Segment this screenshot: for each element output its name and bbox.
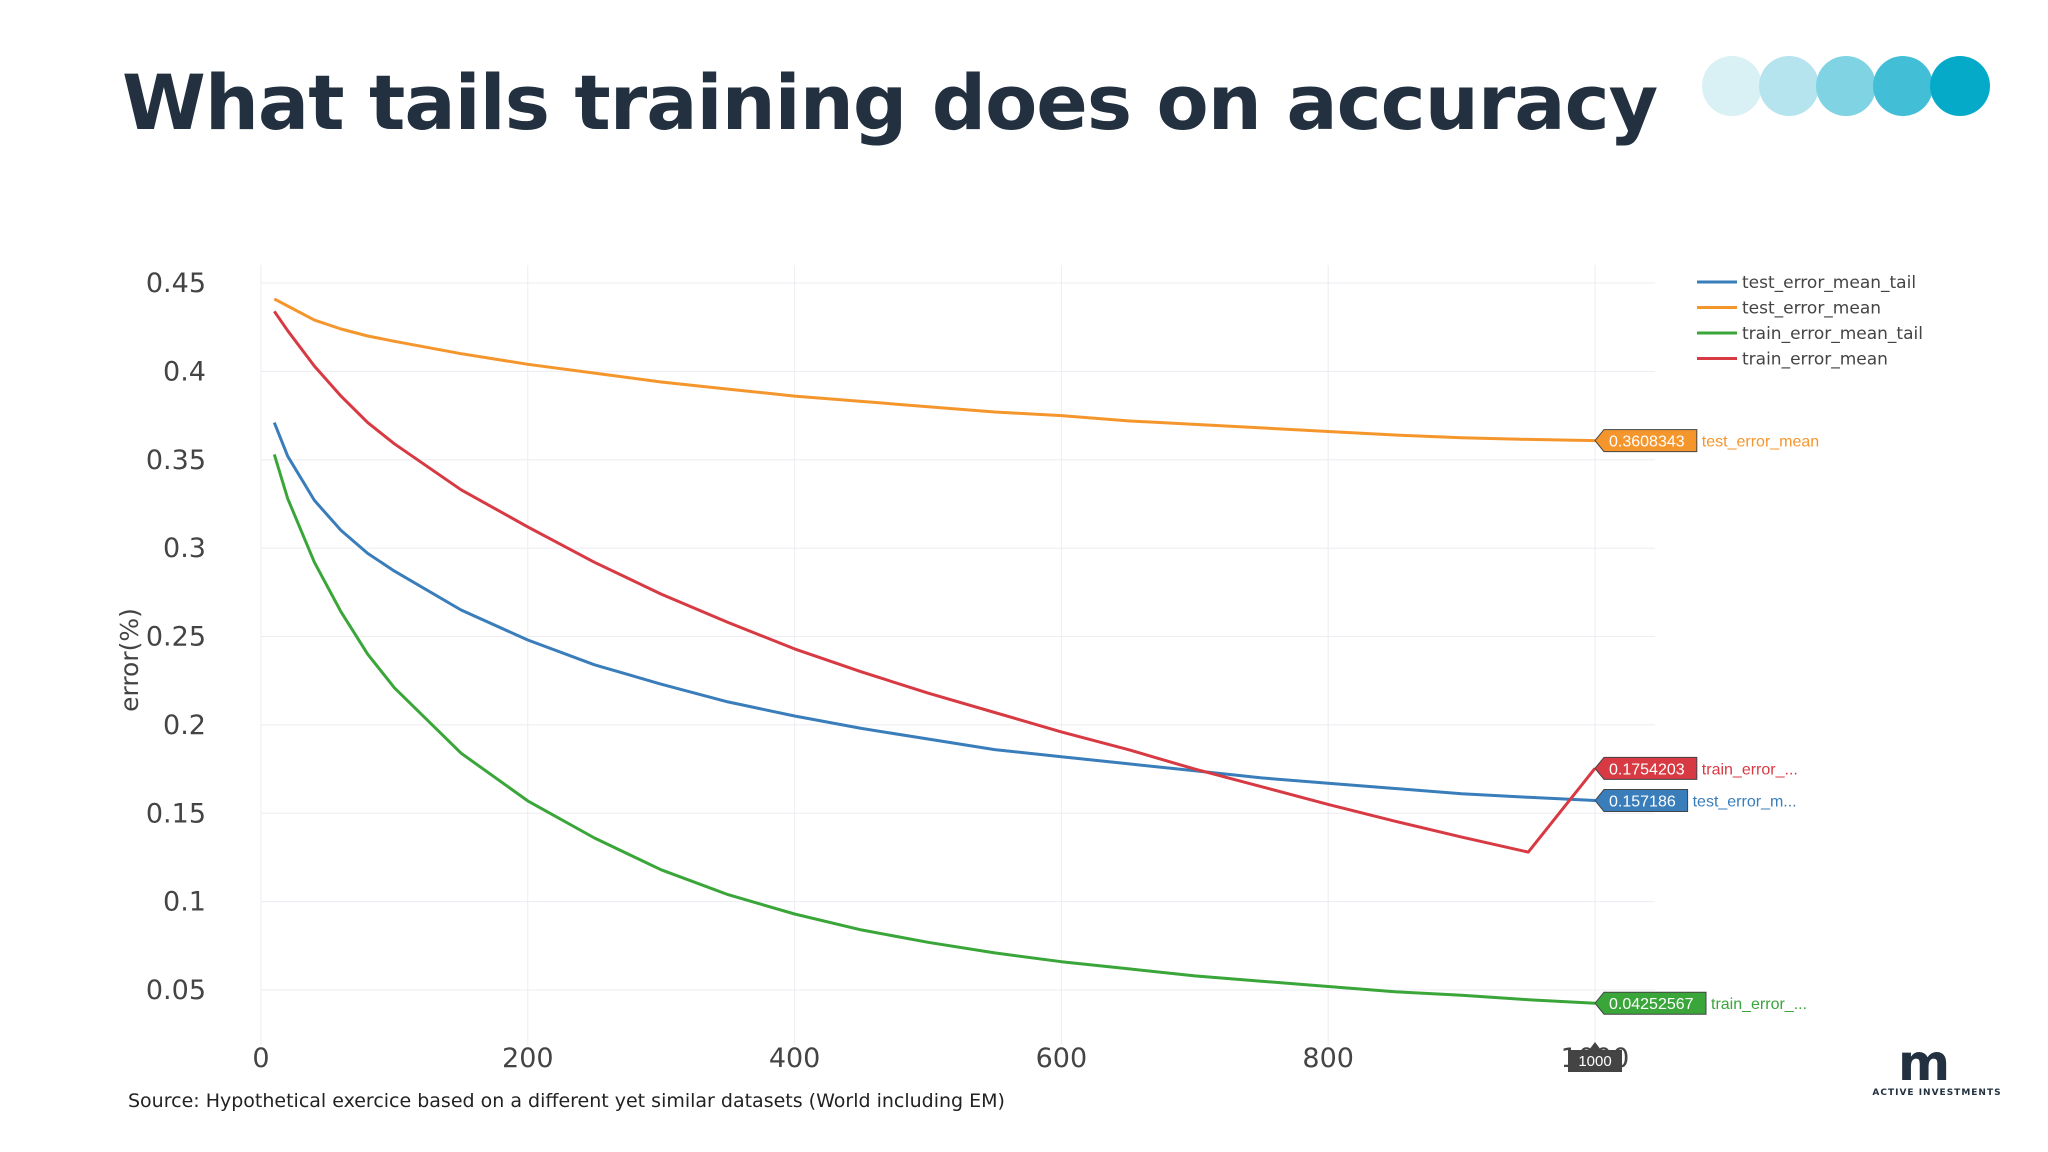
decorative-dots: [1702, 56, 2002, 118]
dot-2: [1759, 56, 1819, 116]
hover-value-box: [1594, 756, 1698, 780]
y-tick-label: 0.05: [146, 975, 206, 1006]
hover-value-label: 0.157186: [1609, 794, 1676, 811]
chart-svg: 0.05 0.1 0.15 0.2 0.25 0.3 0.35 0.4 0.45 0 200 400 6…: [115, 265, 1923, 1074]
company-logo: m ACTIVE INVESTMENTS: [1872, 1034, 2002, 1100]
x-tick-label: 800: [1302, 1043, 1354, 1074]
hover-value-box: [1594, 991, 1707, 1015]
hover-value-box: [1594, 429, 1698, 453]
m-logo-icon: m: [1898, 1034, 1951, 1092]
logo-text: ACTIVE INVESTMENTS: [1872, 1088, 2002, 1098]
x-tick-label: 0: [252, 1043, 269, 1074]
series-line-test_error_mean[interactable]: [273, 297, 1596, 443]
dot-1: [1702, 56, 1762, 116]
x-tick-label: 600: [1036, 1043, 1088, 1074]
dot-3: [1816, 56, 1876, 116]
y-tick-label: 0.45: [146, 268, 206, 299]
dot-5: [1930, 56, 1990, 116]
dot-4: [1873, 56, 1933, 116]
y-tick-label: 0.1: [163, 887, 206, 918]
legend-label[interactable]: train_error_mean: [1742, 350, 1888, 370]
y-tick-label: 0.15: [146, 798, 206, 829]
legend-label[interactable]: test_error_mean: [1742, 299, 1881, 319]
legend-label[interactable]: train_error_mean_tail: [1742, 324, 1923, 344]
hover-series-tag: train_error_...: [1702, 761, 1798, 778]
hover-value-label: 0.04252567: [1609, 996, 1694, 1013]
slide-title: What tails training does on accuracy: [122, 58, 1658, 147]
series-line-train_error_mean[interactable]: [273, 310, 1597, 854]
hover-x-box: [1568, 1042, 1622, 1072]
hover-value-label: 0.3608343: [1609, 434, 1685, 451]
y-tick-label: 0.4: [163, 356, 206, 387]
source-note: Source: Hypothetical exercice based on a…: [128, 1090, 1005, 1112]
y-tick-label: 0.3: [163, 533, 206, 564]
series-line-test_error_mean_tail[interactable]: [272, 422, 1596, 802]
series-line-train_error_mean_tail[interactable]: [272, 453, 1596, 1005]
hover-series-tag: test_error_m...: [1693, 794, 1797, 811]
x-tick-label: 400: [769, 1043, 821, 1074]
y-tick-label: 0.25: [146, 622, 206, 653]
hover-x-label: 1000: [1578, 1053, 1611, 1070]
error-line-chart[interactable]: 0.05 0.1 0.15 0.2 0.25 0.3 0.35 0.4 0.45 0 200 400 6…: [100, 245, 1980, 1075]
x-tick-label: 200: [502, 1043, 554, 1074]
hover-series-tag: test_error_mean: [1702, 434, 1819, 451]
hover-value-box: [1594, 789, 1689, 813]
hover-series-tag: train_error_...: [1711, 996, 1807, 1013]
hover-value-label: 0.1754203: [1609, 761, 1685, 778]
y-tick-label: 0.35: [146, 445, 206, 476]
legend-label[interactable]: test_error_mean_tail: [1742, 273, 1916, 293]
y-axis-label: error(%): [115, 608, 144, 712]
y-tick-label: 0.2: [163, 710, 206, 741]
